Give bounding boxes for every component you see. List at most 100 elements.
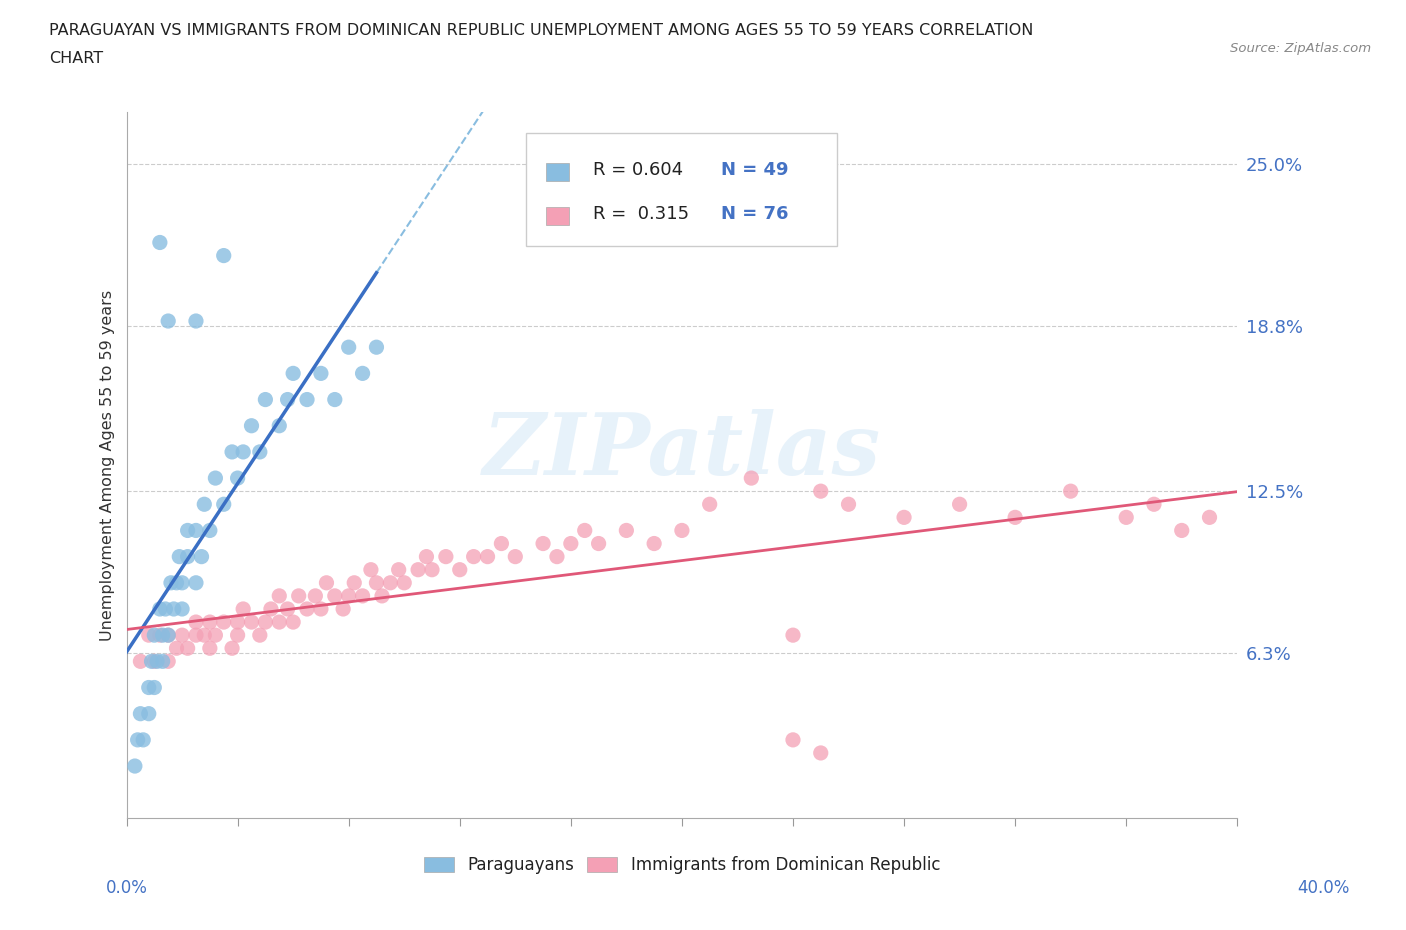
Point — [420, 563, 443, 578]
Point — [149, 602, 172, 617]
Point — [277, 602, 299, 617]
Text: 0.0%: 0.0% — [105, 879, 148, 897]
Point — [277, 392, 299, 407]
Point — [149, 235, 172, 250]
Point — [1004, 510, 1026, 525]
Point — [143, 628, 166, 643]
Point — [193, 628, 215, 643]
Point — [269, 418, 291, 433]
Point — [1143, 497, 1166, 512]
FancyBboxPatch shape — [547, 207, 568, 225]
Point — [249, 445, 271, 459]
Point — [388, 563, 411, 578]
Text: ZIPatlas: ZIPatlas — [482, 409, 882, 493]
Point — [232, 602, 254, 617]
Point — [366, 576, 388, 591]
Point — [143, 680, 166, 695]
Point — [240, 418, 263, 433]
Point — [560, 536, 582, 551]
Point — [198, 641, 221, 656]
Point — [574, 523, 596, 538]
Point — [546, 550, 568, 565]
Point — [157, 628, 180, 643]
Point — [1060, 484, 1083, 498]
Point — [699, 497, 721, 512]
Point — [232, 445, 254, 459]
Point — [332, 602, 354, 617]
Point — [352, 365, 374, 380]
Point — [893, 510, 915, 525]
Point — [449, 563, 471, 578]
Point — [204, 471, 226, 485]
Point — [503, 550, 526, 565]
Point — [129, 654, 152, 669]
Point — [360, 563, 382, 578]
Point — [184, 576, 207, 591]
Point — [204, 628, 226, 643]
Point — [463, 550, 485, 565]
Text: 40.0%: 40.0% — [1298, 879, 1350, 897]
Point — [394, 576, 416, 591]
Point — [212, 248, 235, 263]
Text: CHART: CHART — [49, 51, 103, 66]
Point — [643, 536, 665, 551]
Point — [315, 576, 337, 591]
Point — [172, 602, 194, 617]
Point — [141, 654, 163, 669]
Point — [176, 550, 198, 565]
Point — [138, 628, 160, 643]
Point — [366, 339, 388, 354]
Point — [260, 602, 283, 617]
Point — [226, 471, 249, 485]
Point — [948, 497, 970, 512]
Point — [166, 576, 188, 591]
Point — [226, 628, 249, 643]
Point — [371, 589, 394, 604]
Point — [1170, 523, 1192, 538]
Point — [337, 589, 360, 604]
Point — [477, 550, 499, 565]
Point — [1198, 510, 1220, 525]
Point — [221, 445, 243, 459]
Point — [163, 602, 186, 617]
Point — [380, 576, 402, 591]
Point — [323, 392, 346, 407]
Point — [149, 628, 172, 643]
Text: Source: ZipAtlas.com: Source: ZipAtlas.com — [1230, 42, 1371, 55]
Point — [143, 654, 166, 669]
Point — [810, 746, 832, 761]
Point — [221, 641, 243, 656]
Point — [323, 589, 346, 604]
Point — [281, 365, 304, 380]
Point — [152, 654, 174, 669]
Point — [254, 392, 277, 407]
Point — [160, 576, 183, 591]
Point — [1115, 510, 1137, 525]
Y-axis label: Unemployment Among Ages 55 to 59 years: Unemployment Among Ages 55 to 59 years — [100, 289, 115, 641]
Point — [198, 523, 221, 538]
Point — [614, 523, 637, 538]
Point — [671, 523, 693, 538]
Point — [309, 602, 332, 617]
Point — [838, 497, 860, 512]
Point — [190, 550, 212, 565]
Point — [295, 392, 318, 407]
Text: N = 76: N = 76 — [721, 206, 789, 223]
Point — [146, 654, 169, 669]
Point — [138, 680, 160, 695]
Point — [157, 628, 180, 643]
Legend: Paraguayans, Immigrants from Dominican Republic: Paraguayans, Immigrants from Dominican R… — [418, 849, 946, 881]
Point — [184, 615, 207, 630]
Point — [352, 589, 374, 604]
Text: N = 49: N = 49 — [721, 161, 789, 179]
Point — [304, 589, 326, 604]
Point — [434, 550, 457, 565]
Point — [287, 589, 309, 604]
Point — [588, 536, 610, 551]
Point — [169, 550, 191, 565]
Point — [176, 641, 198, 656]
Point — [157, 313, 180, 328]
Text: PARAGUAYAN VS IMMIGRANTS FROM DOMINICAN REPUBLIC UNEMPLOYMENT AMONG AGES 55 TO 5: PARAGUAYAN VS IMMIGRANTS FROM DOMINICAN … — [49, 23, 1033, 38]
Point — [295, 602, 318, 617]
FancyBboxPatch shape — [526, 133, 838, 246]
